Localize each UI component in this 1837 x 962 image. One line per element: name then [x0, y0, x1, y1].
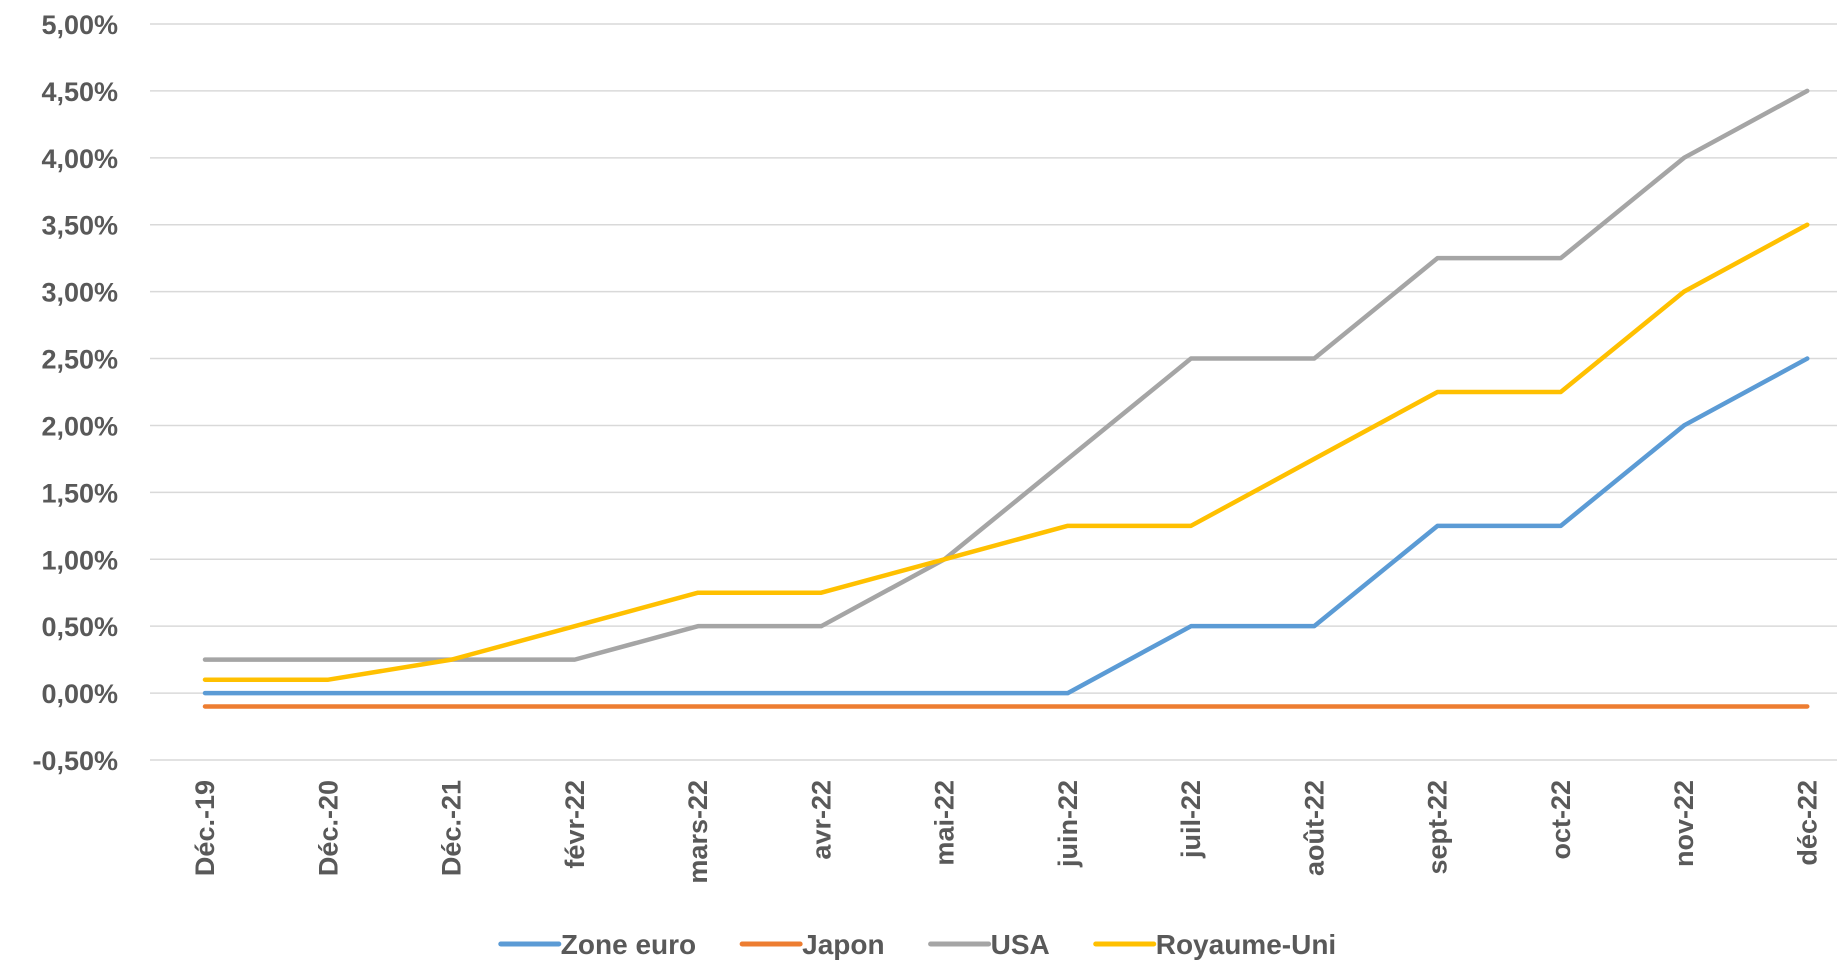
- x-tick-label: oct-22: [1546, 780, 1576, 860]
- x-tick-label: avr-22: [806, 780, 836, 860]
- gridlines: [150, 23, 1837, 761]
- legend-label-usa: USA: [991, 929, 1050, 960]
- y-tick-label: 2,50%: [41, 345, 118, 375]
- y-tick-label: 2,00%: [41, 411, 118, 441]
- series-lines: [202, 88, 1810, 709]
- x-tick-label: Déc.-19: [190, 780, 220, 876]
- y-tick-label: 0,00%: [41, 679, 118, 709]
- y-tick-label: 1,00%: [41, 545, 118, 575]
- x-tick-label: sept-22: [1423, 780, 1453, 875]
- y-tick-label: 3,50%: [41, 211, 118, 241]
- legend: Zone euro Japon USA Royaume-Uni: [498, 929, 1336, 960]
- y-axis-tick-labels: 5,00% 4,50% 4,00% 3,50% 3,00% 2,50% 2,00% 1,50%…: [32, 10, 118, 776]
- x-tick-label: mars-22: [683, 780, 713, 884]
- legend-label-zone-euro: Zone euro: [561, 929, 696, 960]
- y-tick-label: 1,50%: [41, 478, 118, 508]
- x-tick-label: mai-22: [930, 780, 960, 866]
- legend-label-japon: Japon: [802, 929, 884, 960]
- legend-label-royaume-uni: Royaume-Uni: [1156, 929, 1336, 960]
- x-tick-label: nov-22: [1669, 780, 1699, 867]
- y-tick-label: 5,00%: [41, 10, 118, 40]
- x-tick-label: juin-22: [1053, 780, 1083, 868]
- x-tick-label: août-22: [1299, 780, 1329, 876]
- y-tick-label: -0,50%: [32, 746, 118, 776]
- series-line-royaume-uni: [202, 222, 1810, 682]
- x-tick-label: Déc.-20: [313, 780, 343, 876]
- x-tick-label: juil-22: [1176, 780, 1206, 859]
- y-tick-label: 3,00%: [41, 278, 118, 308]
- x-axis-tick-labels: Déc.-19 Déc.-20 Déc.-21 févr-22 mars-22 avr-2…: [190, 780, 1822, 884]
- x-tick-label: déc-22: [1792, 780, 1822, 866]
- series-line-zone-euro: [202, 356, 1810, 696]
- y-tick-label: 4,50%: [41, 77, 118, 107]
- y-tick-label: 0,50%: [41, 612, 118, 642]
- x-tick-label: févr-22: [560, 780, 590, 869]
- x-tick-label: Déc.-21: [437, 780, 467, 876]
- series-line-usa: [202, 88, 1810, 662]
- y-tick-label: 4,00%: [41, 144, 118, 174]
